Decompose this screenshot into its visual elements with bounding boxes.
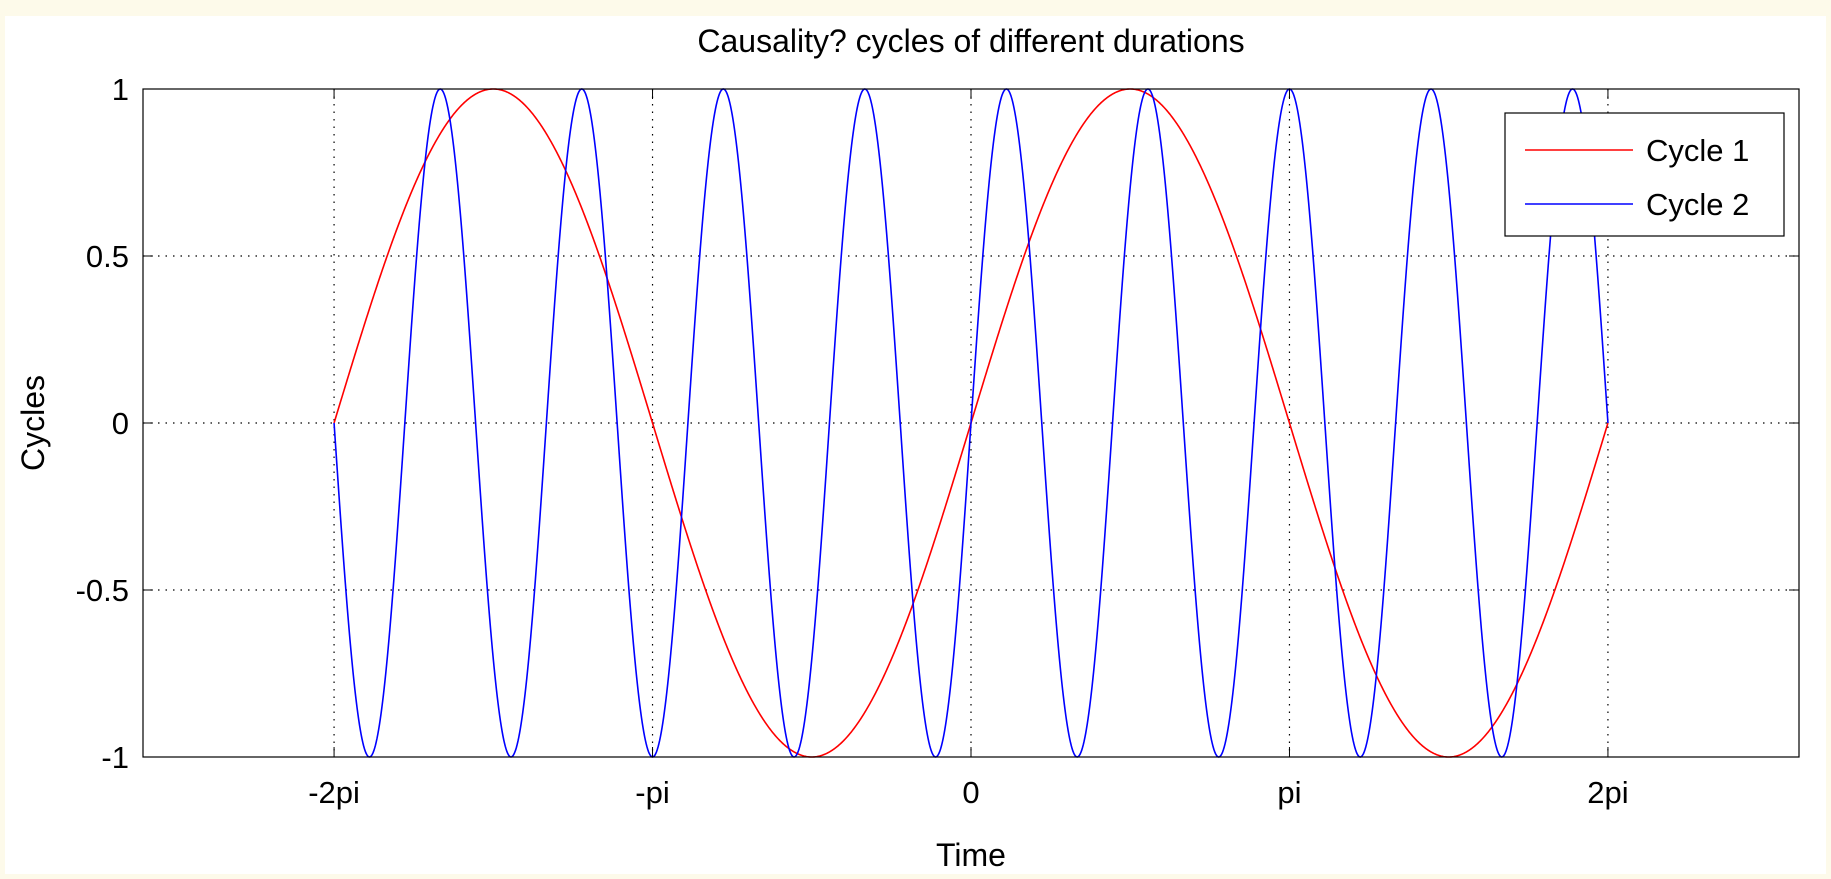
y-tick-label: -1 (101, 740, 129, 775)
y-tick-label: 1 (112, 72, 129, 107)
x-tick-label: -2pi (308, 775, 360, 810)
tick-layer: -2pi -pi 0 pi 2pi 1 0.5 0 -0.5 -1 (76, 72, 1799, 810)
y-tick-label: 0 (112, 406, 129, 441)
legend-box (1504, 112, 1785, 237)
legend-label-2: Cycle 2 (1646, 187, 1749, 222)
x-tick-label: 2pi (1587, 775, 1628, 810)
grid-layer (143, 89, 1799, 757)
x-tick-label: pi (1277, 775, 1301, 810)
x-tick-label: -pi (635, 775, 669, 810)
legend: Cycle 1 Cycle 2 (1504, 112, 1785, 237)
series-layer (333, 88, 1609, 758)
series-line-2 (333, 88, 1609, 758)
y-tick-label: -0.5 (76, 573, 129, 608)
y-tick-label: 0.5 (86, 239, 129, 274)
y-axis-label: Cycles (15, 375, 51, 471)
x-tick-label: 0 (962, 775, 979, 810)
chart-title: Causality? cycles of different durations (697, 23, 1244, 59)
legend-label-1: Cycle 1 (1646, 133, 1749, 168)
x-axis-label: Time (936, 837, 1006, 873)
